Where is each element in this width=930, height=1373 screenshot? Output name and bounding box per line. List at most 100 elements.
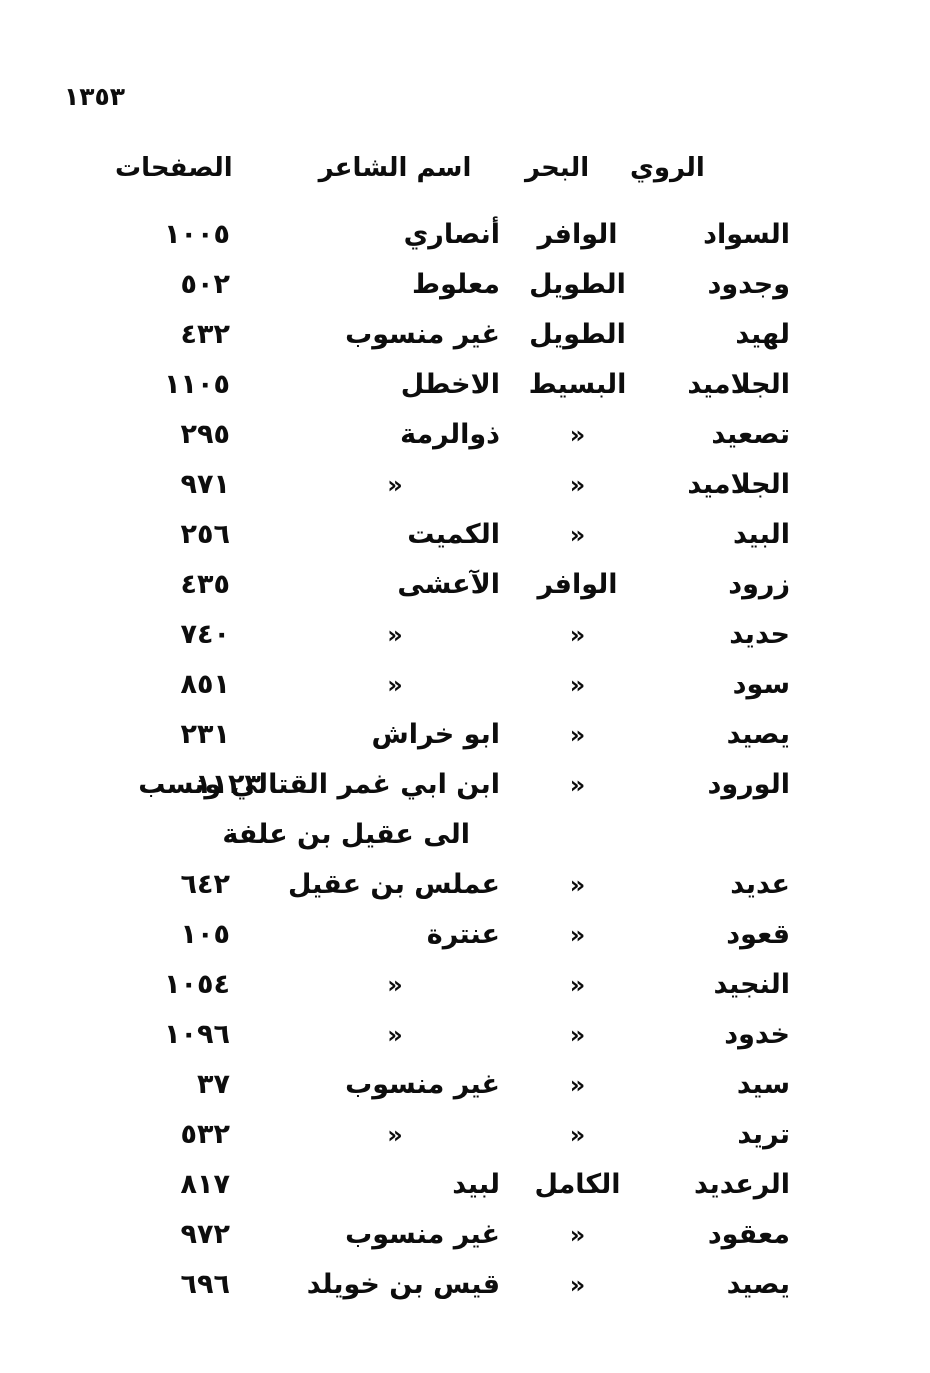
page-number-cell: ٨١٧ xyxy=(180,1169,230,1200)
page-number-cell: ٧٤٠ xyxy=(180,619,230,650)
table-row: سود « « ٨٥١ xyxy=(115,660,790,710)
table-row: عديد « عملس بن عقيل ٦٤٢ xyxy=(115,860,790,910)
poet-cell: لبيد xyxy=(265,1160,525,1210)
table-row: معقود « غير منسوب ٩٧٢ xyxy=(115,1210,790,1260)
table-row: الجلاميد « « ٩٧١ xyxy=(115,460,790,510)
rawi-cell: عديد xyxy=(730,869,790,900)
table-row: وجدود الطويل معلوط ٥٠٢ xyxy=(115,260,790,310)
bahr-cell: الطويل xyxy=(529,269,626,300)
poet-cell: غير منسوب xyxy=(265,1060,525,1110)
table-row: الجلاميد البسيط الاخطل ١١٠٥ xyxy=(115,360,790,410)
poet-name-line: الاخطل xyxy=(400,369,500,400)
poet-cell: عنترة xyxy=(265,910,525,960)
bahr-cell: الكامل xyxy=(534,1169,621,1200)
rawi-cell: النجيد xyxy=(713,969,791,1000)
table-row: النجيد « « ١٠٥٤ xyxy=(115,960,790,1010)
bahr-cell: « xyxy=(569,921,586,949)
rawi-cell: تصعيد xyxy=(711,419,790,450)
poet-cell: الآعشى xyxy=(265,560,525,610)
poet-cell: « xyxy=(265,1010,525,1060)
poet-name-line: ذوالرمة xyxy=(400,419,500,450)
page-number-cell: ٩٧٢ xyxy=(180,1219,230,1250)
rawi-cell: سود xyxy=(732,669,790,700)
page-number-cell: ١٠٩٦ xyxy=(164,1019,230,1050)
rawi-cell: الجلاميد xyxy=(687,369,790,400)
poet-name-line: « xyxy=(387,971,403,999)
page-number-cell: ١٠٥ xyxy=(180,919,230,950)
rawi-cell: السواد xyxy=(703,219,790,250)
poet-cell: « xyxy=(265,460,525,510)
table-row: البيد « الكميت ٢٥٦ xyxy=(115,510,790,560)
rawi-cell: خدود xyxy=(724,1019,790,1050)
rawi-cell: لهيد xyxy=(735,319,790,350)
table-row: سيد « غير منسوب ٣٧ xyxy=(115,1060,790,1110)
rawi-cell: تريد xyxy=(737,1119,790,1150)
rawi-cell: قعود xyxy=(726,919,790,950)
poet-name-line: ابن ابي غمر القتالي ونسب xyxy=(138,769,500,800)
poet-name-line: « xyxy=(387,1121,403,1149)
bahr-cell: « xyxy=(569,471,586,499)
poet-name-line: قيس بن خويلد xyxy=(306,1269,500,1300)
page-number-cell: ٥٠٢ xyxy=(180,269,230,300)
page-number-cell: ٩٧١ xyxy=(180,469,230,500)
bahr-cell: « xyxy=(569,771,586,799)
table-row: تصعيد « ذوالرمة ٢٩٥ xyxy=(115,410,790,460)
poet-name-line: ابو خراش xyxy=(371,719,501,750)
poet-cell: غير منسوب xyxy=(265,1210,525,1260)
poet-name-line: غير منسوب xyxy=(345,1219,500,1250)
bahr-cell: الوافر xyxy=(537,569,618,600)
table-row: قعود « عنترة ١٠٥ xyxy=(115,910,790,960)
table-row: حديد « « ٧٤٠ xyxy=(115,610,790,660)
header-poet-name: اسم الشاعر xyxy=(318,153,472,183)
rawi-cell: زرود xyxy=(728,569,790,600)
poet-cell: « xyxy=(265,660,525,710)
bahr-cell: « xyxy=(569,1071,586,1099)
bahr-cell: « xyxy=(569,521,586,549)
table-row: السواد الوافر أنصاري ١٠٠٥ xyxy=(115,210,790,260)
bahr-cell: البسيط xyxy=(528,369,627,400)
page-number-cell: ١١٢٣ xyxy=(195,769,261,800)
page-number-cell: ٢٥٦ xyxy=(180,519,230,550)
poet-name-line: عنترة xyxy=(426,919,500,950)
poet-cell: قيس بن خويلد xyxy=(265,1260,525,1310)
page-number-cell: ٦٤٢ xyxy=(180,869,230,900)
poet-name-line: « xyxy=(387,1021,403,1049)
bahr-cell: « xyxy=(569,1271,586,1299)
bahr-cell: « xyxy=(569,421,586,449)
poet-name-line: لبيد xyxy=(452,1169,500,1200)
table-row: تريد « « ٥٣٢ xyxy=(115,1110,790,1160)
poem-index-table: الروي البحر اسم الشاعر الصفحات السواد ال… xyxy=(115,142,790,1310)
table-row: خدود « « ١٠٩٦ xyxy=(115,1010,790,1060)
poet-cell: « xyxy=(265,610,525,660)
page-number-cell: ٣٧ xyxy=(197,1069,230,1100)
index-table-body: السواد الوافر أنصاري ١٠٠٥ وجدود الطويل م… xyxy=(115,210,790,1310)
table-row: لهيد الطويل غير منسوب ٤٣٢ xyxy=(115,310,790,360)
bahr-cell: الطويل xyxy=(529,319,626,350)
page-number-cell: ١١٠٥ xyxy=(164,369,230,400)
poet-name-line: أنصاري xyxy=(403,219,500,250)
table-row: يصيد « قيس بن خويلد ٦٩٦ xyxy=(115,1260,790,1310)
poet-cell: « xyxy=(265,1110,525,1160)
poet-name-line: « xyxy=(387,671,403,699)
poet-cell: « xyxy=(265,960,525,1010)
poet-cell: ابو خراش xyxy=(265,710,525,760)
poet-cell: عملس بن عقيل xyxy=(265,860,525,910)
rawi-cell: معقود xyxy=(707,1219,790,1250)
poet-cell: ذوالرمة xyxy=(265,410,525,460)
poet-cell: معلوط xyxy=(265,260,525,310)
poet-name-continuation: الى عقيل بن علفة xyxy=(222,819,470,850)
page-number-cell: ٦٩٦ xyxy=(180,1269,230,1300)
rawi-cell: يصيد xyxy=(726,1269,790,1300)
page-number-cell: ١٠٥٤ xyxy=(164,969,230,1000)
table-row: الورود « ابن ابي غمر القتالي ونسب الى عق… xyxy=(115,760,790,860)
table-row: زرود الوافر الآعشى ٤٣٥ xyxy=(115,560,790,610)
header-bahr: البحر xyxy=(525,153,590,183)
page-number-cell: ٥٣٢ xyxy=(180,1119,230,1150)
poet-name-line: غير منسوب xyxy=(345,1069,500,1100)
bahr-cell: الوافر xyxy=(537,219,618,250)
table-row: يصيد « ابو خراش ٢٣١ xyxy=(115,710,790,760)
bahr-cell: « xyxy=(569,671,586,699)
page-number-cell: ٨٥١ xyxy=(180,669,230,700)
folio-page-number: ١٣٥٣ xyxy=(64,82,126,111)
rawi-cell: وجدود xyxy=(707,269,790,300)
